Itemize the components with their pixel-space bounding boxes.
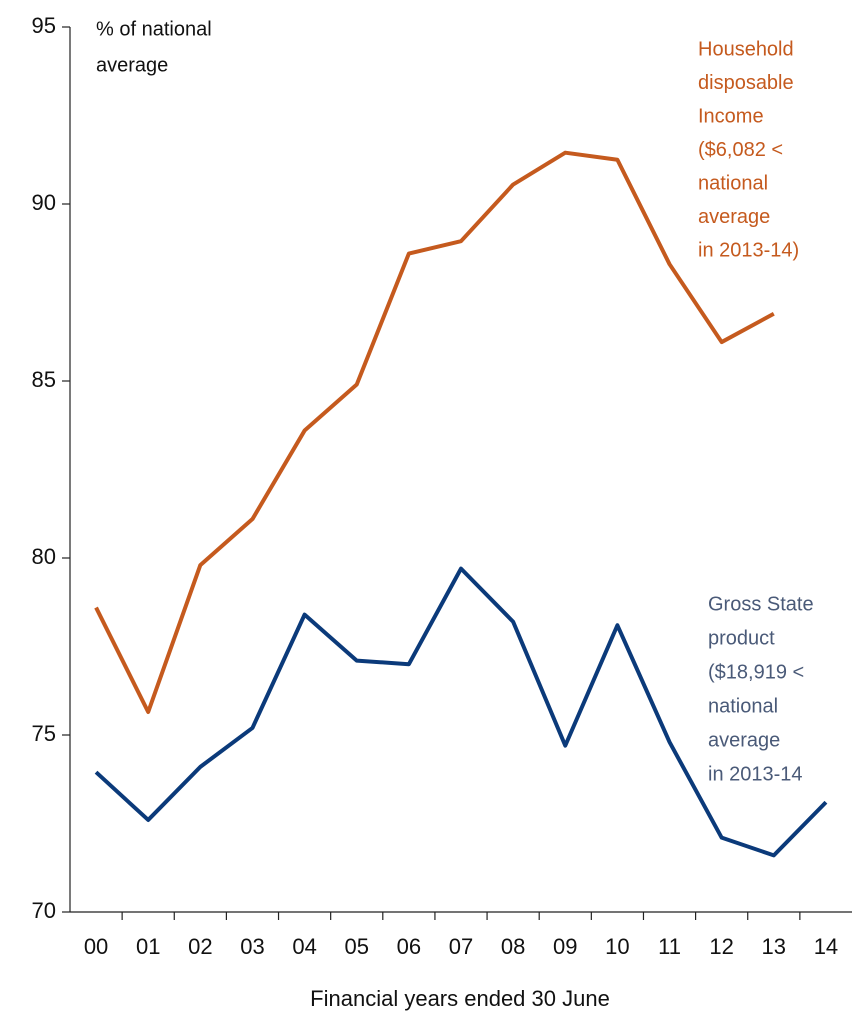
series-label: ($6,082 < bbox=[698, 139, 783, 161]
x-tick-label: 14 bbox=[814, 934, 838, 959]
x-tick-label: 12 bbox=[709, 934, 733, 959]
x-tick-label: 06 bbox=[397, 934, 421, 959]
y-axis-title: % of national bbox=[96, 18, 212, 40]
y-tick-label: 80 bbox=[32, 544, 56, 569]
x-tick-label: 10 bbox=[605, 934, 629, 959]
series-label: in 2013-14) bbox=[698, 239, 799, 261]
x-tick-label: 02 bbox=[188, 934, 212, 959]
x-axis-title: Financial years ended 30 June bbox=[310, 986, 610, 1011]
y-tick-label: 75 bbox=[32, 721, 56, 746]
series-label: national bbox=[708, 695, 778, 717]
x-tick-label: 08 bbox=[501, 934, 525, 959]
series-label: Gross State bbox=[708, 593, 814, 615]
series-label: average bbox=[708, 729, 780, 751]
series-label: ($18,919 < bbox=[708, 661, 804, 683]
series-label: Household bbox=[698, 38, 794, 60]
y-tick-label: 95 bbox=[32, 13, 56, 38]
x-tick-label: 01 bbox=[136, 934, 160, 959]
x-tick-label: 09 bbox=[553, 934, 577, 959]
x-tick-label: 13 bbox=[762, 934, 786, 959]
x-tick-label: 00 bbox=[84, 934, 108, 959]
series-label: in 2013-14 bbox=[708, 763, 803, 785]
series-line bbox=[94, 150, 775, 714]
series-label: disposable bbox=[698, 72, 794, 94]
series-label: national bbox=[698, 172, 768, 194]
y-axis-title: average bbox=[96, 54, 168, 76]
x-tick-label: 11 bbox=[658, 934, 681, 959]
y-tick-label: 70 bbox=[32, 898, 56, 923]
x-tick-label: 03 bbox=[240, 934, 264, 959]
x-tick-label: 07 bbox=[449, 934, 473, 959]
series-line bbox=[94, 566, 828, 858]
y-tick-label: 90 bbox=[32, 190, 56, 215]
x-tick-label: 04 bbox=[292, 934, 316, 959]
x-tick-label: 05 bbox=[344, 934, 368, 959]
series-label: product bbox=[708, 627, 775, 649]
series-label: Income bbox=[698, 105, 764, 127]
y-tick-label: 85 bbox=[32, 367, 56, 392]
series-label: average bbox=[698, 206, 770, 228]
